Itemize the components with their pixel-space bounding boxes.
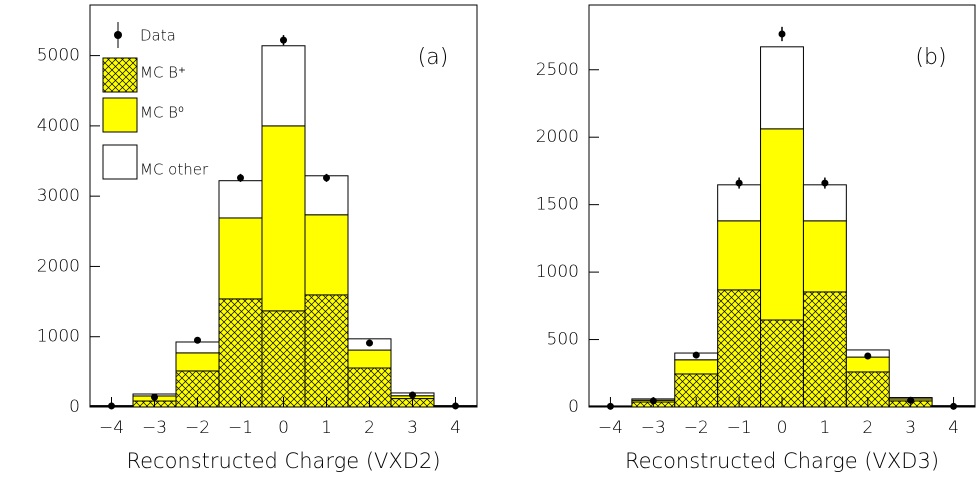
data-point xyxy=(323,174,330,182)
bar-segment xyxy=(218,217,263,300)
data-point xyxy=(692,351,700,359)
data-point xyxy=(108,402,115,410)
x-tick-label: −4 xyxy=(598,418,623,438)
x-tick-label: −4 xyxy=(99,418,124,438)
x-axis-label: Reconstructed Charge (VXD3) xyxy=(625,449,939,473)
bar-segment xyxy=(218,298,263,408)
bar-segment xyxy=(261,45,306,127)
x-tick-label: 4 xyxy=(450,418,461,438)
x-tick-label: −2 xyxy=(684,418,709,438)
legend-label: Data xyxy=(140,27,176,45)
data-point xyxy=(194,336,201,344)
bar-segment xyxy=(218,180,263,219)
data-point xyxy=(280,36,287,44)
x-tick-label: −3 xyxy=(641,418,666,438)
bar-segment xyxy=(717,289,762,408)
y-tick-label: 1500 xyxy=(536,195,579,215)
data-point xyxy=(778,30,786,38)
x-tick-label: 4 xyxy=(948,418,959,438)
legend-label: MC B⁺ xyxy=(140,64,186,82)
x-tick-label: −1 xyxy=(228,418,253,438)
x-tick-label: −1 xyxy=(727,418,752,438)
y-tick-label: 0 xyxy=(568,397,579,417)
y-tick-label: 2500 xyxy=(536,60,579,80)
bar-segment xyxy=(304,214,349,296)
x-tick-label: 3 xyxy=(905,418,916,438)
legend-label: MC B⁰ xyxy=(140,104,184,122)
x-tick-label: 2 xyxy=(862,418,873,438)
legend-swatch xyxy=(102,97,138,133)
y-tick-label: 2000 xyxy=(536,127,579,147)
legend-symbol xyxy=(114,31,122,39)
legend-label: MC other xyxy=(140,161,209,179)
bar-segment xyxy=(304,294,349,408)
y-tick-label: 3000 xyxy=(37,186,80,206)
bar-segment xyxy=(802,291,847,408)
data-point xyxy=(950,402,958,410)
bar-segment xyxy=(717,220,762,291)
legend-swatch xyxy=(102,144,138,180)
x-tick-label: 0 xyxy=(278,418,289,438)
bar-segment xyxy=(802,184,847,222)
x-tick-label: 1 xyxy=(819,418,830,438)
y-tick-label: 1000 xyxy=(536,262,579,282)
bar-segment xyxy=(261,125,306,312)
x-tick-label: 2 xyxy=(364,418,375,438)
y-tick-label: 5000 xyxy=(37,46,80,66)
x-tick-label: 1 xyxy=(321,418,332,438)
x-tick-label: 0 xyxy=(777,418,788,438)
data-point xyxy=(821,179,829,187)
y-tick-label: 0 xyxy=(69,397,80,417)
y-tick-label: 1000 xyxy=(37,327,80,347)
panel-label: (b) xyxy=(915,45,946,70)
bar-segment xyxy=(760,128,804,321)
data-point xyxy=(606,402,614,410)
data-point xyxy=(649,397,657,405)
bar-segment xyxy=(760,319,804,408)
x-tick-label: 3 xyxy=(407,418,418,438)
panel-label: (a) xyxy=(418,45,449,70)
data-point xyxy=(366,339,373,347)
x-tick-label: −3 xyxy=(142,418,167,438)
data-point xyxy=(735,179,743,187)
bar-segment xyxy=(261,310,306,408)
x-axis-label: Reconstructed Charge (VXD2) xyxy=(126,449,440,473)
data-point xyxy=(151,393,158,401)
bar-segment xyxy=(347,349,392,369)
bar-segment xyxy=(802,220,847,293)
data-point xyxy=(452,402,459,410)
bar-segment xyxy=(760,46,804,130)
bar-segment xyxy=(175,352,220,372)
data-point xyxy=(409,391,416,399)
legend-swatch xyxy=(102,57,138,93)
bar-segment xyxy=(304,175,349,216)
data-point xyxy=(237,174,244,182)
data-point xyxy=(864,352,872,360)
y-tick-label: 2000 xyxy=(37,256,80,276)
y-tick-label: 4000 xyxy=(37,116,80,136)
bar-segment xyxy=(717,184,762,222)
y-tick-label: 500 xyxy=(547,330,579,350)
x-tick-label: −2 xyxy=(185,418,210,438)
data-point xyxy=(907,396,915,404)
bar-segment xyxy=(674,359,719,375)
